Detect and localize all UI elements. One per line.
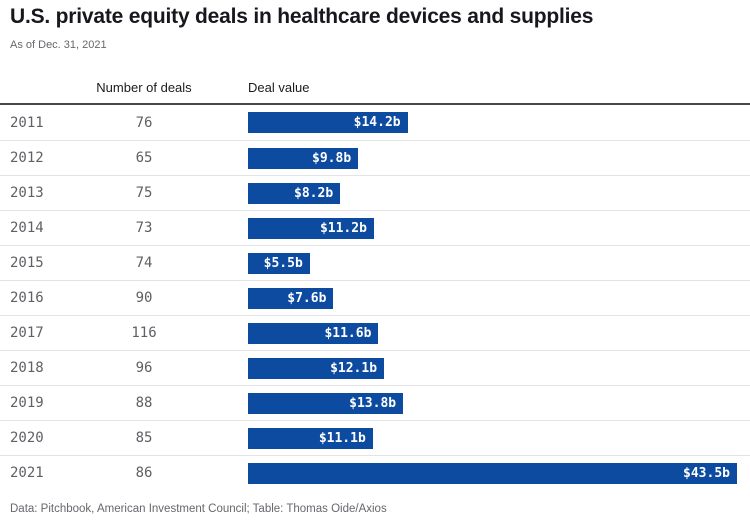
deal-value-bar: $43.5b bbox=[248, 462, 737, 484]
bar-track: $11.2b bbox=[248, 217, 737, 239]
deal-value-label: $9.8b bbox=[312, 150, 352, 166]
deal-value-label: $5.5b bbox=[263, 255, 303, 271]
deals-count: 88 bbox=[135, 395, 153, 411]
bar-track: $11.6b bbox=[248, 322, 737, 344]
bar-track: $8.2b bbox=[248, 182, 737, 204]
deals-count: 65 bbox=[135, 150, 153, 166]
deal-value-bar: $11.1b bbox=[248, 427, 373, 449]
table-row: 2017 116 $11.6b bbox=[0, 315, 750, 350]
deal-value-bar: $8.2b bbox=[248, 182, 341, 204]
deal-value-label: $14.2b bbox=[353, 115, 401, 130]
year-label: 2019 bbox=[10, 395, 44, 411]
deal-value-label: $12.1b bbox=[330, 360, 378, 376]
source-credit: Data: Pitchbook, American Investment Cou… bbox=[10, 503, 387, 515]
bar-track: $43.5b bbox=[248, 462, 737, 484]
table-row: 2021 86 $43.5b bbox=[0, 455, 750, 490]
year-label: 2012 bbox=[10, 150, 44, 166]
year-label: 2021 bbox=[10, 465, 44, 481]
deal-value-label: $8.2b bbox=[294, 185, 334, 201]
bar-track: $13.8b bbox=[248, 392, 737, 414]
table-row: 2011 76 $14.2b bbox=[0, 105, 750, 140]
table-row: 2019 88 $13.8b bbox=[0, 385, 750, 420]
deals-count: 75 bbox=[135, 185, 153, 201]
deals-count: 73 bbox=[135, 220, 153, 236]
deals-table: 2011 76 $14.2b 2012 65 $9.8b 2013 75 $8.… bbox=[0, 103, 750, 490]
bar-track: $12.1b bbox=[248, 357, 737, 379]
table-row: 2018 96 $12.1b bbox=[0, 350, 750, 385]
column-header-number-of-deals: Number of deals bbox=[96, 80, 192, 95]
bar-track: $7.6b bbox=[248, 287, 737, 309]
deal-value-label: $43.5b bbox=[683, 465, 730, 481]
column-headers: Number of deals Deal value bbox=[0, 80, 750, 96]
bar-track: $14.2b bbox=[248, 112, 737, 133]
bar-track: $5.5b bbox=[248, 252, 737, 274]
deals-count: 90 bbox=[135, 290, 153, 306]
deal-value-label: $11.1b bbox=[318, 430, 366, 446]
deal-value-label: $7.6b bbox=[287, 290, 327, 306]
deals-count: 76 bbox=[135, 114, 153, 131]
deals-count: 86 bbox=[135, 465, 153, 481]
deal-value-bar: $11.6b bbox=[248, 322, 379, 344]
deal-value-label: $11.2b bbox=[319, 220, 367, 236]
year-label: 2015 bbox=[10, 255, 44, 271]
year-label: 2011 bbox=[10, 114, 44, 131]
deals-count: 85 bbox=[135, 430, 153, 446]
table-row: 2013 75 $8.2b bbox=[0, 175, 750, 210]
deal-value-label: $11.6b bbox=[324, 325, 372, 341]
deal-value-label: $13.8b bbox=[349, 395, 397, 411]
year-label: 2014 bbox=[10, 220, 44, 236]
deal-value-bar: $11.2b bbox=[248, 217, 374, 239]
deals-count: 116 bbox=[131, 325, 157, 341]
table-row: 2016 90 $7.6b bbox=[0, 280, 750, 315]
year-label: 2016 bbox=[10, 290, 44, 306]
year-label: 2013 bbox=[10, 185, 44, 201]
deal-value-bar: $7.6b bbox=[248, 287, 334, 309]
deal-value-bar: $12.1b bbox=[248, 357, 385, 379]
year-label: 2017 bbox=[10, 325, 44, 341]
chart-title: U.S. private equity deals in healthcare … bbox=[10, 5, 594, 28]
table-row: 2012 65 $9.8b bbox=[0, 140, 750, 175]
year-label: 2018 bbox=[10, 360, 44, 376]
deal-value-bar: $9.8b bbox=[248, 147, 359, 169]
deals-count: 96 bbox=[135, 360, 153, 376]
bar-track: $9.8b bbox=[248, 147, 737, 169]
table-row: 2015 74 $5.5b bbox=[0, 245, 750, 280]
column-header-deal-value: Deal value bbox=[248, 80, 310, 95]
deal-value-bar: $5.5b bbox=[248, 252, 310, 274]
chart-subtitle: As of Dec. 31, 2021 bbox=[10, 39, 107, 51]
deal-value-bar: $13.8b bbox=[248, 392, 404, 414]
deals-count: 74 bbox=[135, 255, 153, 271]
table-row: 2020 85 $11.1b bbox=[0, 420, 750, 455]
year-label: 2020 bbox=[10, 430, 44, 446]
table-row: 2014 73 $11.2b bbox=[0, 210, 750, 245]
bar-track: $11.1b bbox=[248, 427, 737, 449]
deal-value-bar: $14.2b bbox=[248, 112, 408, 133]
